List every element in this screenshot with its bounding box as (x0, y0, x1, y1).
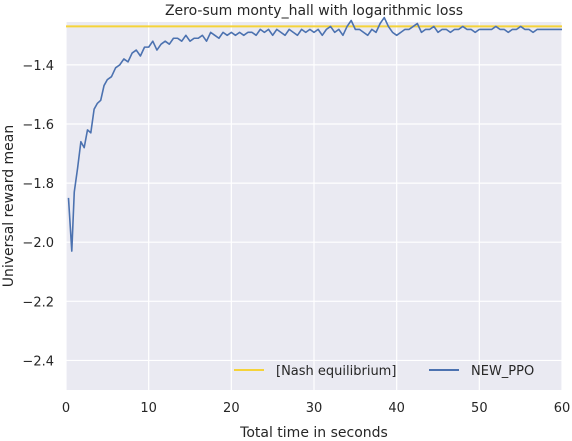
series-group (66, 16, 562, 252)
y-tick-label: −2.4 (22, 354, 54, 369)
x-tick-label: 40 (388, 401, 405, 416)
y-tick-label: −1.6 (22, 118, 54, 133)
x-tick-label: 60 (554, 401, 571, 416)
legend-label: [Nash equilibrium] (276, 364, 396, 379)
x-tick-labels: 0 10 20 30 40 50 60 (62, 401, 570, 416)
y-tick-label: −1.4 (22, 59, 54, 74)
x-axis-label: Total time in seconds (239, 425, 388, 441)
y-tick-labels: −1.4 −1.6 −1.8 −2.0 −2.2 −2.4 (22, 59, 54, 370)
x-tick-label: 0 (62, 401, 70, 416)
y-tick-label: −2.0 (22, 236, 54, 251)
y-tick-label: −1.8 (22, 177, 54, 192)
chart-title: Zero-sum monty_hall with logarithmic los… (165, 3, 463, 19)
y-axis-label: Universal reward mean (1, 125, 17, 288)
x-tick-label: 30 (306, 401, 323, 416)
x-tick-label: 50 (471, 401, 488, 416)
y-tick-label: −2.2 (22, 295, 54, 310)
series-line-new-ppo (67, 16, 562, 252)
legend-label: NEW_PPO (471, 364, 534, 379)
grid (65, 22, 563, 390)
x-tick-label: 20 (223, 401, 240, 416)
x-tick-label: 10 (140, 401, 157, 416)
legend: [Nash equilibrium] NEW_PPO (234, 364, 534, 379)
